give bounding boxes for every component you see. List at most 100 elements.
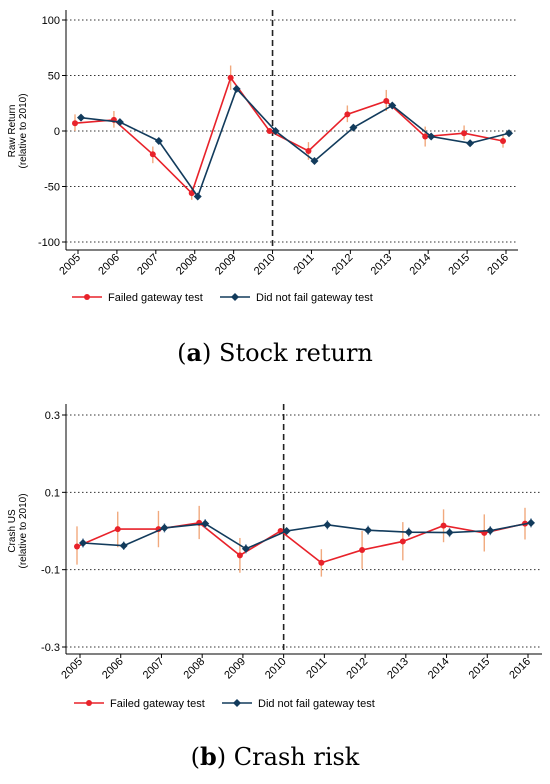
data-point [399,538,406,545]
x-tick-label: 2008 [182,656,208,682]
x-tick-label: 2010 [263,656,289,682]
series-line [82,522,532,550]
data-point [310,156,319,165]
x-tick-label: 2007 [135,252,161,278]
x-tick-label: 2016 [507,656,533,682]
series-failed [72,65,506,200]
data-point [323,520,332,529]
series-not-failed [77,84,513,201]
y-tick-label: -100 [38,237,60,249]
data-point [72,120,78,127]
data-point [500,137,506,144]
y-tick-label: -0.1 [41,565,60,577]
data-point [305,147,312,154]
data-point [160,523,169,532]
x-tick-label: 2012 [344,656,370,682]
data-point [461,130,468,137]
data-point [236,552,243,559]
legend-marker [231,293,239,301]
x-tick-label: 2013 [369,252,395,278]
data-point [232,84,241,93]
x-tick-label: 2005 [59,656,85,682]
y-tick-label: 0 [54,126,60,138]
data-point [149,151,156,158]
legend-marker [86,700,92,706]
data-point [505,129,513,138]
data-point [440,522,447,529]
data-point [349,123,358,132]
data-point [154,136,163,145]
data-point [114,526,121,533]
x-tick-label: 2016 [485,252,511,278]
panel-crash-risk: 0.3 0.1 -0.1 -0.3 Crash US (relative to 2010)… [0,392,550,784]
legend: Failed gateway test Did not fail gateway … [74,698,375,710]
series-failed [74,505,528,577]
x-tick-label: 2010 [252,252,278,278]
data-point [388,101,397,110]
data-point [266,128,273,134]
y-tick-label: 0.3 [45,410,60,422]
y-tick-label: -0.3 [41,642,60,654]
legend-label: Did not fail gateway test [256,292,373,304]
x-tick-label: 2015 [467,656,493,682]
data-point [193,192,202,201]
series-line [80,87,510,199]
caption-text: Stock return [219,339,373,367]
series-line [76,522,526,564]
chart-crash-risk: 0.3 0.1 -0.1 -0.3 Crash US (relative to 2010)… [7,404,542,710]
chart-stock-return: 100 50 0 -50 -100 Raw Return (relative to 2010… [7,10,518,304]
data-point [445,528,454,537]
x-tick-label: 2014 [426,656,452,682]
data-point [77,113,85,122]
data-point [79,538,87,547]
y-tick-label: -50 [44,182,60,194]
y-axis-label: Crash US [7,509,18,553]
y-tick-label: 50 [48,71,60,83]
data-point [201,519,210,528]
x-tick-label: 2013 [385,656,411,682]
x-tick-label: 2006 [100,656,126,682]
data-point [364,526,373,535]
data-point [359,546,366,553]
data-point [74,543,80,550]
x-tick-label: 2014 [408,252,434,278]
x-tick-label: 2012 [330,252,356,278]
data-point [282,527,291,535]
series-line [74,76,504,195]
data-point [427,132,436,141]
y-axis-label: (relative to 2010) [18,93,29,168]
legend-marker [84,294,90,300]
caption-crash-risk: (b) Crash risk [190,742,360,771]
y-tick-label: 0.1 [45,487,60,499]
data-point [486,526,495,535]
y-axis-label: (relative to 2010) [18,493,29,568]
data-point [271,127,280,135]
data-point [227,74,234,81]
x-tick-label: 2007 [141,656,167,682]
data-point [119,541,128,550]
data-point [383,98,390,105]
x-tick-label: 2006 [96,252,122,278]
x-tick-label: 2011 [291,252,316,277]
series-not-failed [79,518,535,554]
caption-stock-return: (a) Stock return [177,338,373,367]
data-point [344,111,351,118]
legend-label: Failed gateway test [108,292,203,304]
legend-marker [233,699,241,707]
y-axis-label: Raw Return [7,105,18,158]
legend: Failed gateway test Did not fail gateway … [72,292,373,304]
y-axis-title: Crash US (relative to 2010) [7,493,29,568]
caption-letter: b [200,742,217,771]
data-point [241,544,250,553]
data-point [466,139,475,148]
data-point [527,518,535,527]
data-point [318,559,325,566]
legend-label: Failed gateway test [110,698,205,710]
x-tick-label: 2009 [222,656,248,682]
data-point [115,118,124,127]
data-point [188,190,195,197]
x-tick-label: 2005 [57,252,83,278]
x-tick-label: 2015 [446,252,472,278]
caption-letter: a [186,338,203,367]
data-point [404,528,413,537]
